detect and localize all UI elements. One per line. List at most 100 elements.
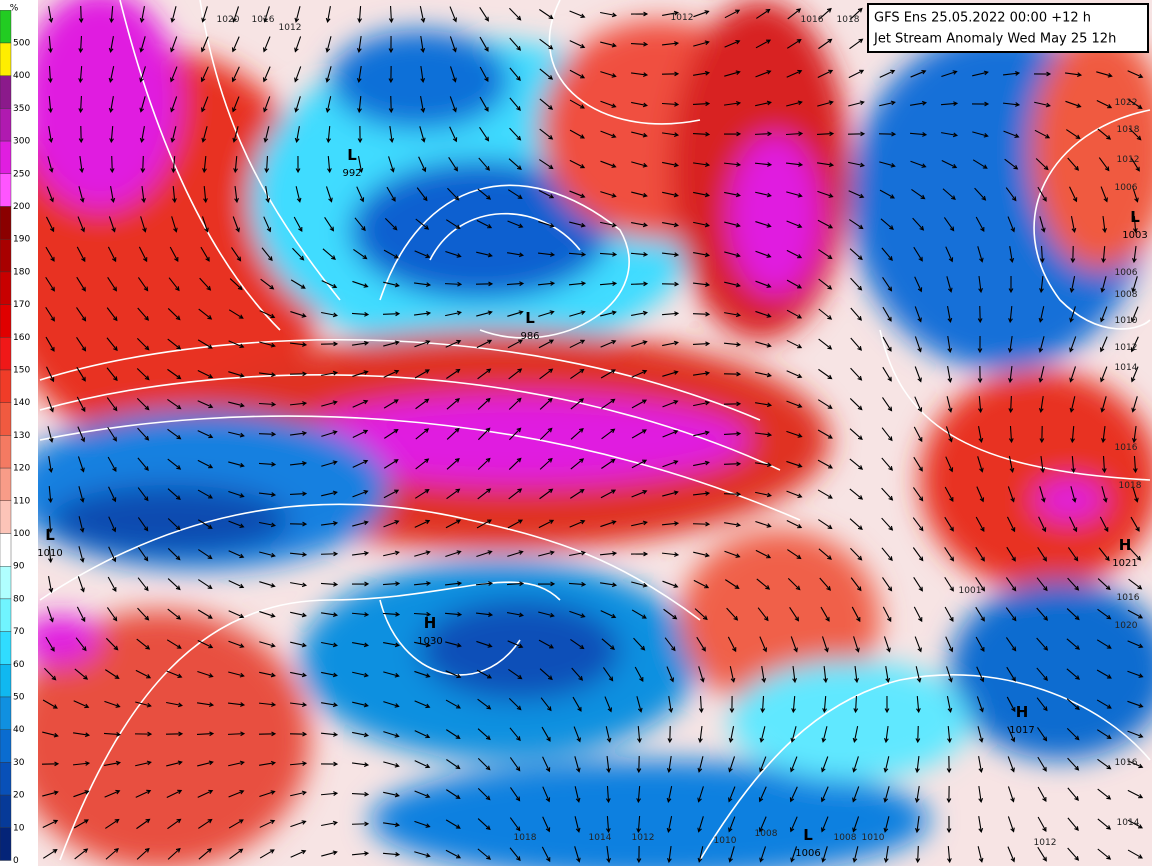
wind-arrow xyxy=(47,426,54,443)
wind-arrow xyxy=(47,156,54,173)
wind-arrow xyxy=(506,281,525,287)
wind-arrow xyxy=(169,246,179,263)
wind-arrow xyxy=(881,517,894,531)
wind-arrow xyxy=(853,636,860,653)
wind-arrow xyxy=(883,725,889,744)
wind-arrow xyxy=(631,459,648,469)
wind-arrow xyxy=(1096,669,1112,679)
wind-arrow xyxy=(166,701,183,708)
wind-arrow xyxy=(884,695,890,714)
wind-arrow xyxy=(384,217,398,231)
legend-label: 40 xyxy=(13,725,25,735)
wind-arrow xyxy=(167,368,182,380)
wind-arrow xyxy=(882,606,892,623)
legend-label: 50 xyxy=(13,693,25,703)
wind-arrow xyxy=(574,816,581,833)
wind-arrow xyxy=(137,517,149,532)
wind-arrow xyxy=(636,755,642,774)
wind-arrow xyxy=(413,311,432,316)
wind-arrow xyxy=(850,547,863,561)
wind-arrow xyxy=(42,790,59,797)
wind-arrow xyxy=(352,701,369,708)
legend-label: 120 xyxy=(13,464,30,474)
wind-arrow xyxy=(445,251,462,258)
wind-arrow xyxy=(110,186,116,203)
wind-arrow xyxy=(538,221,555,228)
wind-arrow xyxy=(910,69,927,78)
wind-arrow xyxy=(755,39,772,49)
wind-arrow xyxy=(1006,516,1016,533)
wind-arrow xyxy=(978,756,984,774)
wind-arrow xyxy=(755,491,772,498)
wind-arrow xyxy=(821,816,829,833)
wind-arrow xyxy=(631,131,648,138)
wind-arrow xyxy=(321,850,338,857)
legend-label: 60 xyxy=(13,660,25,670)
wind-arrow xyxy=(170,126,177,143)
wind-arrow xyxy=(600,221,617,228)
wind-arrow xyxy=(1003,130,1020,138)
wind-arrow xyxy=(606,755,611,774)
isobar-label: 1012 xyxy=(1117,155,1140,165)
wind-arrow xyxy=(849,518,863,531)
wind-arrow xyxy=(879,100,896,107)
wind-arrow xyxy=(414,550,431,557)
wind-arrow xyxy=(1004,158,1019,170)
wind-arrow xyxy=(383,281,400,288)
wind-arrow xyxy=(448,156,458,172)
wind-arrow xyxy=(661,311,680,317)
wind-arrow xyxy=(1039,486,1046,503)
wind-arrow xyxy=(320,520,339,526)
wind-arrow xyxy=(352,490,369,498)
wind-arrow xyxy=(697,786,704,803)
wind-arrow xyxy=(1100,396,1107,413)
wind-arrow xyxy=(74,668,89,680)
wind-arrow xyxy=(108,546,117,563)
wind-arrow xyxy=(631,489,648,498)
wind-arrow xyxy=(290,790,307,797)
wind-arrow xyxy=(631,520,648,527)
wind-arrow xyxy=(46,186,54,203)
wind-arrow xyxy=(755,549,772,559)
wind-arrow xyxy=(356,36,362,54)
wind-arrow xyxy=(538,519,555,529)
wind-arrow xyxy=(790,846,798,863)
wind-arrow xyxy=(260,278,275,290)
wind-arrow xyxy=(571,667,584,681)
wind-arrow xyxy=(913,456,923,472)
wind-arrow xyxy=(1100,306,1108,323)
wind-arrow xyxy=(1128,578,1143,590)
wind-arrow xyxy=(817,69,834,79)
wind-arrow xyxy=(1099,336,1108,353)
wind-arrow xyxy=(975,546,985,562)
wind-arrow xyxy=(477,818,491,831)
wind-arrow xyxy=(76,366,86,382)
wind-arrow xyxy=(445,219,461,229)
wind-arrow xyxy=(912,547,924,562)
wind-arrow xyxy=(78,35,84,54)
wind-arrow xyxy=(636,845,642,864)
wind-arrow xyxy=(693,551,710,558)
wind-arrow xyxy=(1039,245,1045,264)
wind-arrow xyxy=(790,726,797,743)
title-line: GFS Ens 25.05.2022 00:00 +12 h xyxy=(874,11,1091,26)
wind-arrow xyxy=(383,249,400,259)
wind-arrow xyxy=(883,756,890,773)
wind-arrow xyxy=(413,282,432,287)
pressure-value: 986 xyxy=(520,331,539,342)
wind-arrow xyxy=(476,219,493,229)
wind-arrow xyxy=(320,551,339,557)
wind-arrow xyxy=(108,66,115,83)
wind-arrow xyxy=(724,312,742,318)
wind-arrow xyxy=(1132,215,1138,234)
legend-swatch xyxy=(0,762,12,796)
wind-arrow xyxy=(1096,71,1113,78)
wind-arrow xyxy=(1132,245,1137,264)
wind-arrow xyxy=(231,36,240,53)
wind-arrow xyxy=(320,732,339,737)
legend-label: 140 xyxy=(13,398,30,408)
wind-arrow xyxy=(197,400,214,409)
wind-arrow xyxy=(445,550,462,557)
wind-arrow xyxy=(261,247,273,262)
wind-arrow xyxy=(878,131,897,137)
